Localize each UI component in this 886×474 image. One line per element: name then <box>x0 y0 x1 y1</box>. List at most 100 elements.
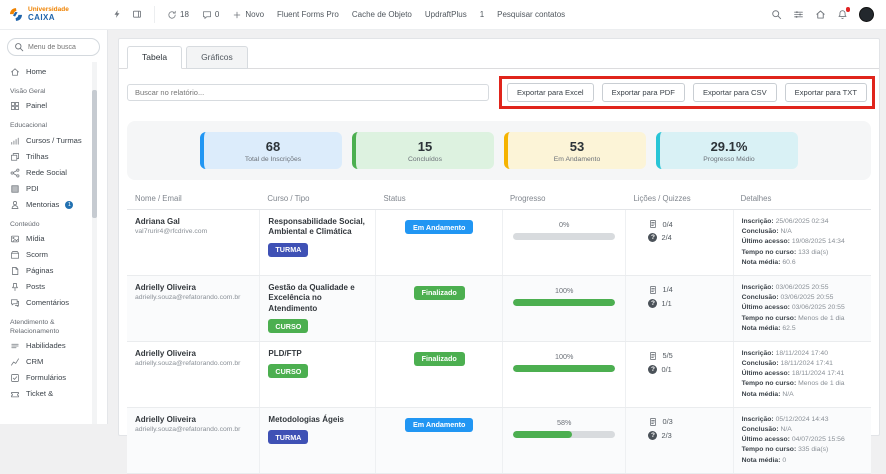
caixa-logo-icon <box>8 7 24 22</box>
form-icon <box>10 373 20 383</box>
topbar-item-pesquisar-contatos[interactable]: Pesquisar contatos <box>497 10 565 19</box>
quizzes-count: ?2/3 <box>648 431 724 440</box>
cell-status: Finalizado <box>375 342 501 407</box>
stat-label: Progresso Médio <box>660 156 798 163</box>
topbar-item-cache-de-objeto[interactable]: Cache de Objeto <box>352 10 412 19</box>
sidebar-item-ticket[interactable]: Ticket & <box>0 386 107 402</box>
toolbar: Exportar para Excel Exportar para PDF Expo… <box>119 69 879 111</box>
sidebar-item-formularios[interactable]: Formulários <box>0 370 107 386</box>
stat-card-progresso-medio: 29.1%Progresso Médio <box>656 132 798 169</box>
stat-label: Em Andamento <box>508 156 646 163</box>
detail-label: Conclusão: <box>742 426 781 433</box>
sidebar-item-comentarios[interactable]: Comentários <box>0 295 107 311</box>
admin-bar-menu: 18 0 Novo Fluent Forms Pro Cache de Objeto Up… <box>155 10 771 20</box>
student-email: adrielly.souza@refatorando.com.br <box>135 360 251 367</box>
stat-card-em-andamento: 53 Em Andamento <box>504 132 646 169</box>
sidebar-item-scorm[interactable]: Scorm <box>0 247 107 263</box>
detail-label: Tempo no curso: <box>742 249 799 256</box>
lessons-count: 0/4 <box>648 219 724 229</box>
sidebar-scrollbar[interactable] <box>92 62 97 424</box>
topbar-item-notification-count[interactable]: 1 <box>480 10 484 19</box>
topbar-item-label: Pesquisar contatos <box>497 10 565 19</box>
ticket-icon <box>10 389 20 399</box>
sidebar-item-label: Páginas <box>26 267 53 276</box>
document-icon <box>648 285 658 295</box>
sidebar-item-label: Cursos / Turmas <box>26 137 82 146</box>
export-txt-button[interactable]: Exportar para TXT <box>785 83 867 102</box>
box-icon <box>10 250 20 260</box>
sidebar-item-rede-social[interactable]: Rede Social <box>0 165 107 181</box>
tab-graficos[interactable]: Gráficos <box>186 46 248 69</box>
panel-toggle-icon[interactable] <box>132 9 142 19</box>
scrollbar-thumb[interactable] <box>92 90 97 218</box>
sidebar-search-input[interactable] <box>28 44 90 51</box>
sidebar-item-cursos-turmas[interactable]: Cursos / Turmas <box>0 133 107 149</box>
progress-label: 58% <box>557 418 571 427</box>
notifications-bell[interactable] <box>837 9 848 20</box>
sidebar-item-home[interactable]: Home <box>0 64 107 80</box>
detail-line: Nota média: N/A <box>742 390 863 400</box>
refresh-icon <box>167 10 177 20</box>
sidebar-item-trilhas[interactable]: Trilhas <box>0 149 107 165</box>
student-name: Adrielly Oliveira <box>135 349 251 358</box>
topbar-item-updraftplus[interactable]: UpdraftPlus <box>425 10 467 19</box>
sidebar-item-label: Formulários <box>26 374 66 383</box>
course-title: PLD/FTP <box>268 349 367 359</box>
sidebar-item-paginas[interactable]: Páginas <box>0 263 107 279</box>
lessons-count: 5/5 <box>648 351 724 361</box>
quizzes-count: ? 1/1 <box>648 299 724 308</box>
progress-bar <box>513 365 615 372</box>
status-badge: Finalizado <box>414 286 465 300</box>
home-icon[interactable] <box>815 9 826 20</box>
sidebar-item-midia[interactable]: Mídia <box>0 231 107 247</box>
column-header: Lições / Quizzes <box>625 188 732 209</box>
sliders-icon[interactable] <box>793 9 804 20</box>
topbar-item-comments[interactable]: 0 <box>202 10 219 20</box>
report-search-input[interactable] <box>127 84 489 101</box>
detail-label: Último acesso: <box>742 370 792 377</box>
caixa-logo[interactable]: Universidade CAIXA <box>0 0 112 29</box>
topbar-item-label: Fluent Forms Pro <box>277 10 339 19</box>
brand-line-2: CAIXA <box>28 14 69 22</box>
detail-label: Nota média: <box>742 325 783 332</box>
topbar-item-label: UpdraftPlus <box>425 10 467 19</box>
export-pdf-button[interactable]: Exportar para PDF <box>602 83 685 102</box>
sidebar-item-painel[interactable]: Painel <box>0 98 107 114</box>
quizzes-value: 2/4 <box>661 233 671 242</box>
export-csv-button[interactable]: Exportar para CSV <box>693 83 777 102</box>
topbar-item-updates[interactable]: 18 <box>167 10 189 20</box>
layers-icon <box>10 152 20 162</box>
detail-label: Conclusão: <box>742 360 781 367</box>
export-excel-button[interactable]: Exportar para Excel <box>507 83 594 102</box>
question-icon: ? <box>648 431 657 440</box>
sidebar-item-pdi[interactable]: PDI <box>0 181 107 197</box>
question-icon: ? <box>648 299 657 308</box>
tab-tabela[interactable]: Tabela <box>127 46 182 69</box>
user-avatar[interactable] <box>859 7 874 22</box>
sidebar-item-crm[interactable]: CRM <box>0 354 107 370</box>
detail-line: Último acesso: 03/06/2025 20:55 <box>742 303 863 313</box>
course-title: Gestão da Qualidade e Excelência no Aten… <box>268 283 367 314</box>
bolt-icon[interactable] <box>112 9 122 19</box>
topbar-item-new[interactable]: Novo <box>232 10 264 20</box>
sidebar-search[interactable] <box>7 38 100 56</box>
search-icon[interactable] <box>771 9 782 20</box>
quizzes-value: 1/1 <box>661 299 671 308</box>
stat-value: 53 <box>508 139 646 154</box>
sidebar-item-habilidades[interactable]: Habilidades <box>0 338 107 354</box>
detail-line: Tempo no curso: Menos de 1 dia <box>742 314 863 324</box>
topbar-item-fluent-forms-pro[interactable]: Fluent Forms Pro <box>277 10 339 19</box>
comment-icon <box>202 10 212 20</box>
sidebar-item-posts[interactable]: Posts <box>0 279 107 295</box>
detail-line: Inscrição: 03/06/2025 20:55 <box>742 283 863 293</box>
comments-icon <box>10 298 20 308</box>
chart-bars-icon <box>10 136 20 146</box>
